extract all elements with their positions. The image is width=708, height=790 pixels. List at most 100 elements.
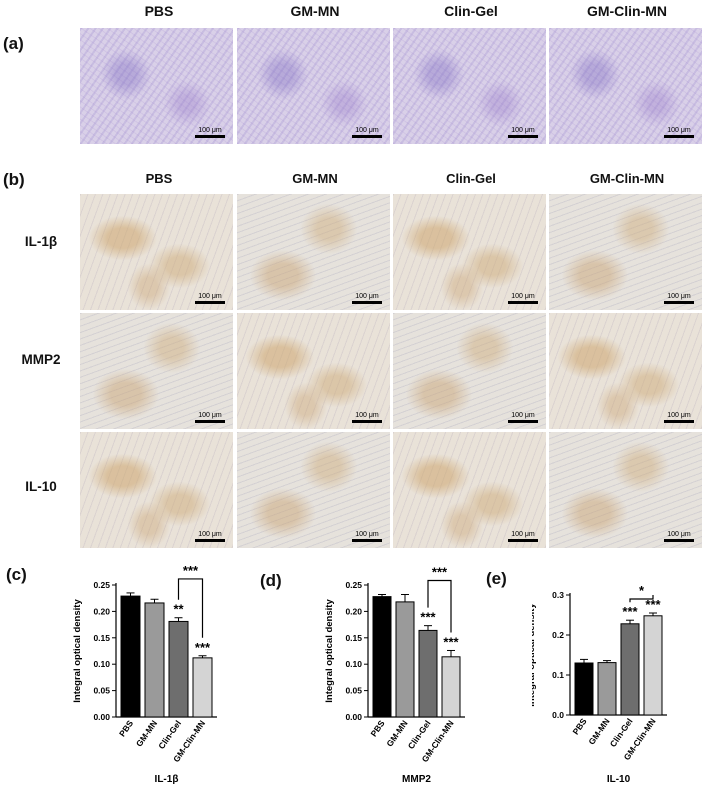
ihc-micrograph-r1-c4: 100 μm (549, 194, 702, 310)
scale-bar-label: 100 μm (667, 412, 691, 419)
y-tick-label: 0.15 (93, 633, 110, 643)
scale-bar-line (352, 420, 382, 423)
y-tick-label: 0.3 (552, 590, 564, 600)
a-header-pbs: PBS (144, 3, 174, 19)
panel-e-label: (e) (486, 569, 507, 588)
scale-bar: 100 μm (352, 412, 382, 423)
scale-bar-label: 100 μm (198, 531, 222, 538)
b-header-gm-mn: GM-MN (292, 171, 338, 186)
scale-bar-line (508, 420, 538, 423)
bar-clin-gel (620, 623, 640, 716)
x-axis-label: MMP2 (402, 774, 431, 785)
y-tick-label: 0.05 (345, 686, 362, 696)
bar-pbs (372, 596, 392, 718)
y-tick-label: 0.20 (345, 606, 362, 616)
bar-gm-clin-mn (643, 615, 663, 716)
significance-marker: *** (443, 634, 459, 649)
scale-bar-line (508, 539, 538, 542)
y-axis-label: Integral optical density (324, 599, 335, 703)
scale-bar-line (195, 301, 225, 304)
chart-mmp2: Integral optical density 0.00 0.05 0.10 0.15… (324, 565, 465, 785)
significance-bracket (629, 595, 654, 603)
scale-bar-line (352, 301, 382, 304)
scale-bar-label: 100 μm (355, 531, 379, 538)
bar-pbs (574, 662, 594, 716)
panel-a-label: (a) (3, 34, 24, 53)
panel-c-label: (c) (6, 565, 27, 584)
y-tick-label: 0.05 (93, 686, 110, 696)
chart-il10: Integral optical density0.00.10.20.3PBSG… (532, 583, 667, 785)
scale-bar: 100 μm (508, 412, 538, 423)
panel-b-label: (b) (3, 170, 25, 189)
bracket-label: *** (432, 565, 448, 580)
ihc-micrograph-r1-c1: 100 μm (80, 194, 233, 310)
scale-bar-line (664, 539, 694, 542)
significance-marker: *** (195, 640, 211, 655)
ihc-micrograph-r3-c3: 100 μm (393, 432, 546, 548)
a-header-gm-mn: GM-MN (290, 3, 340, 19)
bar-gm-clin-mn (441, 656, 461, 718)
ihc-micrograph-r3-c4: 100 μm (549, 432, 702, 548)
scale-bar: 100 μm (664, 412, 694, 423)
bar-pbs (120, 595, 141, 718)
bar-gm-mn (597, 662, 617, 716)
he-micrograph-2: 100 μm (237, 28, 390, 144)
he-micrograph-1: 100 μm (80, 28, 233, 144)
scale-bar-line (195, 539, 225, 542)
y-tick-label: 0.20 (93, 606, 110, 616)
scale-bar-label: 100 μm (511, 531, 535, 538)
bar-gm-mn (395, 601, 415, 718)
x-axis-label: IL-1β (155, 774, 179, 785)
scale-bar-line (664, 135, 694, 138)
scale-bar-label: 100 μm (355, 293, 379, 300)
ihc-micrograph-r3-c1: 100 μm (80, 432, 233, 548)
y-tick-label: 0.00 (93, 712, 110, 722)
significance-marker: ** (173, 602, 184, 617)
scale-bar-label: 100 μm (511, 293, 535, 300)
he-micrograph-3: 100 μm (393, 28, 546, 144)
bracket-label: * (639, 583, 645, 598)
chart-il1b: Integral optical density 0.00 0.05 0.10 0.15… (72, 563, 217, 785)
scale-bar-line (195, 135, 225, 138)
scale-bar-line (352, 135, 382, 138)
scale-bar: 100 μm (352, 531, 382, 542)
y-tick-label: 0.15 (345, 633, 362, 643)
bar-gm-clin-mn (192, 657, 213, 718)
scale-bar-label: 100 μm (355, 412, 379, 419)
row-label-il10: IL-10 (25, 479, 57, 494)
ihc-micrograph-r2-c3: 100 μm (393, 313, 546, 429)
ihc-micrograph-r2-c1: 100 μm (80, 313, 233, 429)
scale-bar-label: 100 μm (667, 293, 691, 300)
panel-d-label: (d) (260, 571, 282, 590)
y-axis-label: Integral optical density (532, 603, 537, 707)
scale-bar: 100 μm (664, 293, 694, 304)
x-tick-label: PBS (570, 716, 588, 736)
x-tick-label: PBS (368, 718, 386, 738)
y-axis-label: Integral optical density (72, 599, 83, 703)
y-tick-label: 0.1 (552, 670, 564, 680)
bar-clin-gel (168, 620, 189, 718)
y-tick-label: 0.0 (552, 710, 564, 720)
scale-bar-line (352, 539, 382, 542)
bar-gm-mn (144, 602, 165, 718)
scale-bar-line (508, 301, 538, 304)
significance-marker: *** (420, 610, 436, 625)
b-header-gm-clin-mn: GM-Clin-MN (589, 171, 665, 186)
ihc-micrograph-r3-c2: 100 μm (237, 432, 390, 548)
ihc-micrograph-r2-c4: 100 μm (549, 313, 702, 429)
x-axis-label: IL-10 (607, 774, 631, 785)
y-tick-label: 0.25 (345, 580, 362, 590)
scale-bar-line (508, 135, 538, 138)
scale-bar: 100 μm (664, 531, 694, 542)
scale-bar: 100 μm (195, 412, 225, 423)
scale-bar: 100 μm (352, 293, 382, 304)
y-tick-label: 0.10 (93, 659, 110, 669)
scale-bar-label: 100 μm (667, 531, 691, 538)
ihc-micrograph-r2-c2: 100 μm (237, 313, 390, 429)
significance-bracket (177, 578, 204, 638)
he-micrograph-4: 100 μm (549, 28, 702, 144)
b-header-clin-gel: Clin-Gel (446, 171, 496, 186)
significance-marker: *** (645, 597, 661, 612)
scale-bar: 100 μm (195, 127, 225, 138)
scale-bar: 100 μm (352, 127, 382, 138)
